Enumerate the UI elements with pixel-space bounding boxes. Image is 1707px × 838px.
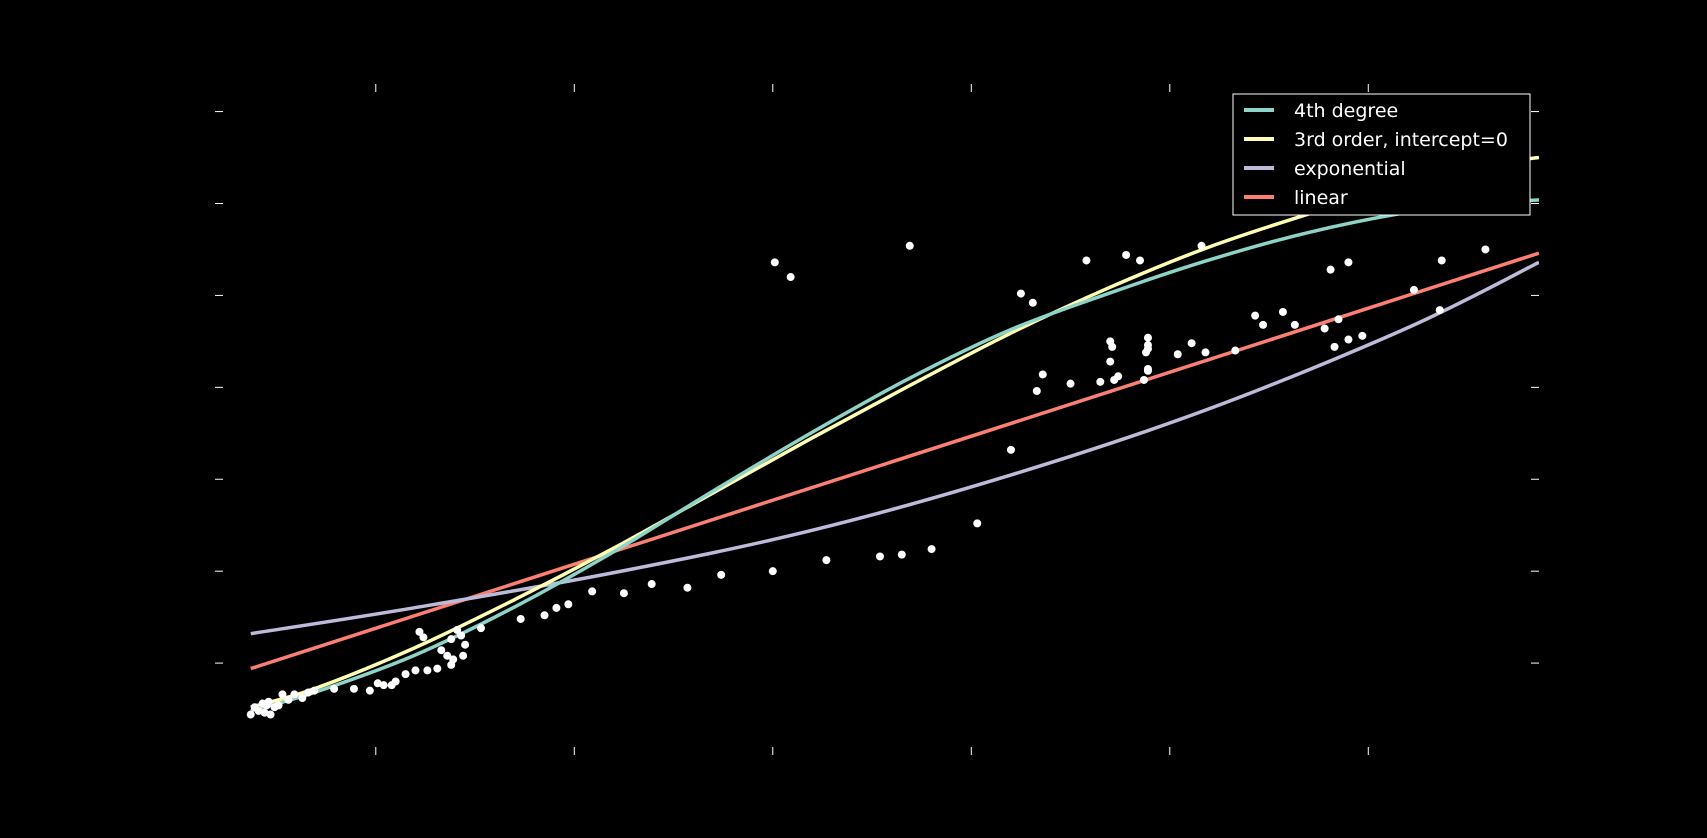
data-point: [647, 580, 656, 589]
data-point: [453, 625, 462, 634]
data-point: [1409, 285, 1418, 294]
series-line-exponential: [250, 260, 1539, 636]
data-point: [1143, 333, 1152, 342]
legend-label: 3rd order, intercept=0: [1294, 129, 1508, 151]
data-point: [1143, 364, 1152, 373]
data-point: [786, 273, 795, 282]
data-point: [1358, 331, 1367, 340]
data-point: [443, 651, 452, 660]
data-point: [683, 583, 692, 592]
data-point: [1038, 370, 1047, 379]
data-point: [588, 587, 597, 596]
data-point: [411, 666, 420, 675]
data-point: [1187, 339, 1196, 348]
data-point: [1106, 357, 1115, 366]
data-point: [1006, 445, 1015, 454]
data-point: [770, 258, 779, 267]
data-point: [437, 646, 446, 655]
data-point: [1032, 387, 1041, 396]
data-point: [1334, 315, 1343, 324]
data-point: [433, 664, 442, 673]
data-point: [897, 550, 906, 559]
data-point: [298, 694, 307, 703]
data-point: [1082, 256, 1091, 265]
legend: 4th degree 3rd order, intercept=0 exponent…: [1232, 93, 1531, 216]
data-point: [1326, 265, 1335, 274]
data-point: [1259, 320, 1268, 329]
data-point: [415, 627, 424, 636]
data-point: [1435, 306, 1444, 315]
data-point: [1290, 320, 1299, 329]
data-point: [1201, 348, 1210, 357]
data-point: [274, 701, 283, 710]
data-point: [1437, 256, 1446, 265]
legend-label: exponential: [1294, 158, 1406, 180]
data-point: [264, 697, 273, 706]
data-point: [973, 519, 982, 528]
data-point: [1066, 379, 1075, 388]
data-point: [1344, 258, 1353, 267]
data-point: [1197, 241, 1206, 250]
data-point: [310, 686, 319, 695]
data-point: [1096, 377, 1105, 386]
data-point: [552, 603, 561, 612]
data-point: [540, 611, 549, 620]
data-point: [1028, 298, 1037, 307]
legend-frame: [1232, 93, 1531, 216]
data-point: [1344, 335, 1353, 344]
data-point: [1251, 311, 1260, 320]
data-point: [476, 624, 485, 633]
data-point: [365, 686, 374, 695]
data-point: [516, 614, 525, 623]
data-point: [401, 670, 410, 679]
data-point: [349, 684, 358, 693]
data-point: [266, 710, 275, 719]
data-point: [1122, 250, 1131, 259]
data-point: [1114, 372, 1123, 381]
data-point: [1108, 342, 1117, 351]
data-point: [1278, 307, 1287, 316]
data-point: [1173, 350, 1182, 359]
data-point: [619, 589, 628, 598]
data-point: [768, 567, 777, 576]
data-point: [447, 635, 456, 644]
data-point: [564, 600, 573, 609]
data-point: [459, 651, 468, 660]
data-point: [1139, 375, 1148, 384]
axis-ticks: [215, 84, 1539, 755]
scatter-points: [246, 241, 1490, 719]
data-point: [419, 633, 428, 642]
data-point: [822, 556, 831, 565]
data-point: [290, 690, 299, 699]
data-point: [391, 677, 400, 686]
data-point: [717, 570, 726, 579]
data-point: [278, 690, 287, 699]
data-point: [875, 552, 884, 561]
data-point: [1320, 324, 1329, 333]
data-point: [1231, 346, 1240, 355]
data-point: [927, 545, 936, 554]
data-point: [1330, 342, 1339, 351]
data-point: [449, 655, 458, 664]
data-point: [423, 666, 432, 675]
data-point: [1136, 256, 1145, 265]
data-point: [905, 241, 914, 250]
data-point: [246, 710, 255, 719]
data-point: [461, 640, 470, 649]
data-point: [284, 695, 293, 704]
legend-label: 4th degree: [1294, 100, 1398, 122]
data-point: [330, 684, 339, 693]
data-point: [379, 681, 388, 690]
legend-label: linear: [1294, 187, 1348, 209]
data-point: [1016, 289, 1025, 298]
data-point: [1481, 245, 1490, 254]
data-point: [1143, 341, 1152, 350]
data-point: [457, 631, 466, 640]
